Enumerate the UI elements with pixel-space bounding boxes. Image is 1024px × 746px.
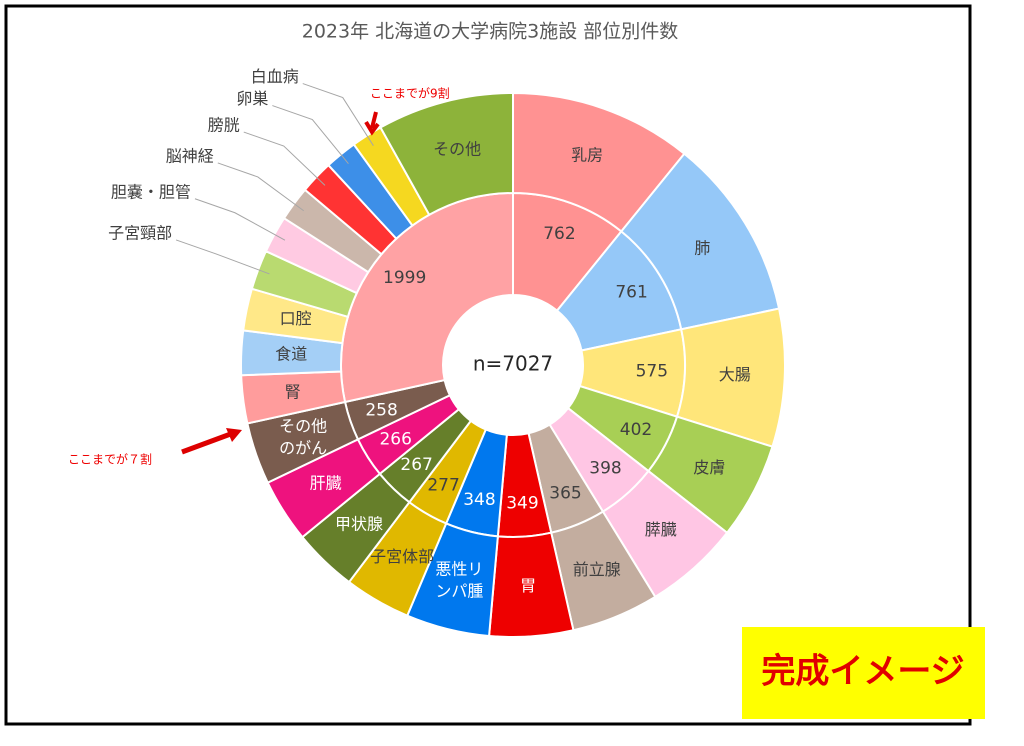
segment-label: 腎	[285, 383, 301, 402]
segment-label: 口腔	[280, 309, 312, 328]
segment-label: 子宮体部	[370, 547, 434, 566]
arrow-head	[226, 428, 242, 442]
annotation: ここまでが9割	[370, 86, 450, 101]
segment-label: 348	[463, 490, 495, 510]
leader-line	[175, 239, 270, 275]
badge-text: 完成イメージ	[761, 652, 964, 692]
segment-label: 前立腺	[573, 560, 621, 579]
rings: 762 乳房 761 肺 575 大腸 402 皮膚 398 膵臓 365 前立腺 349 胃 348 悪性リ…	[108, 67, 786, 638]
leader-line	[302, 83, 374, 146]
center-hole	[443, 295, 583, 435]
center-label: n=7027	[473, 352, 553, 376]
segment-label: 膵臓	[645, 520, 677, 539]
segment-label: 398	[589, 459, 621, 479]
segment-label: 甲状腺	[335, 514, 383, 533]
segment-label: その他	[433, 140, 481, 159]
outer-segment	[379, 91, 514, 217]
segment-label: 脳神経	[166, 146, 214, 165]
segment-label: 胆嚢・胆管	[111, 182, 191, 201]
leader-line	[217, 162, 304, 212]
chart-title: 2023年 北海道の大学病院3施設 部位別件数	[302, 21, 679, 43]
segment-label: 肺	[694, 239, 710, 258]
segment-label: 277	[427, 475, 459, 495]
segment-label: 402	[620, 420, 652, 440]
leader-line	[243, 131, 326, 186]
badge	[742, 627, 985, 719]
leader-line	[194, 198, 286, 241]
segment-label: 365	[549, 484, 581, 504]
segment-label: 267	[400, 455, 432, 475]
segment-label: 1999	[383, 268, 426, 288]
segment-label: 皮膚	[693, 458, 725, 477]
segment-label: 肝臓	[310, 474, 342, 493]
segment-label: 575	[636, 362, 668, 382]
segment-label: 膀胱	[208, 116, 240, 135]
segment-label: 762	[543, 224, 575, 244]
segment-label: 761	[615, 282, 647, 302]
segment-label: 食道	[275, 345, 307, 364]
segment-label: 子宮頸部	[108, 223, 172, 242]
segment-label: 悪性リンパ腫	[435, 559, 483, 600]
segment-label: 胃	[520, 576, 536, 595]
arrow	[364, 111, 380, 136]
annotation: ここまでが７割	[68, 452, 152, 467]
segment-label: 349	[506, 494, 538, 514]
segment-label: 大腸	[719, 365, 751, 384]
leader-line	[272, 105, 349, 165]
segment-label: 乳房	[571, 145, 603, 164]
segment-label: その他のがん	[279, 416, 327, 457]
segment-label: 卵巣	[236, 89, 268, 108]
segment-label: 266	[379, 430, 411, 450]
segment-label: 白血病	[251, 67, 299, 86]
segment-label: 258	[365, 400, 397, 420]
arrow	[181, 429, 237, 455]
